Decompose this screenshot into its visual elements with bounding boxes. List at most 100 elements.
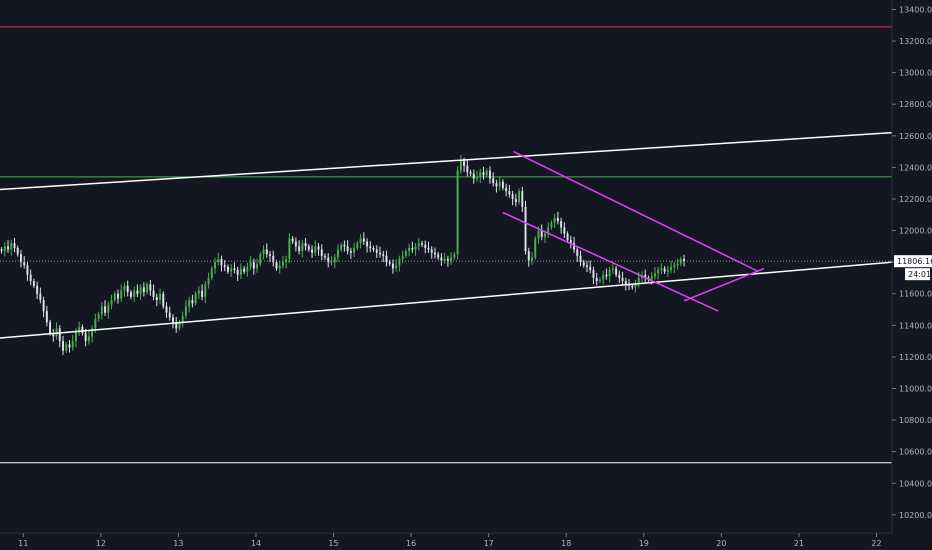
candle-body bbox=[414, 246, 417, 250]
candle-body bbox=[74, 331, 77, 342]
trend-line-channel-upper bbox=[0, 131, 893, 191]
price-axis[interactable]: 13400.00 13200.00 13000.00 12800.00 12600.00… bbox=[891, 0, 932, 533]
candle-body bbox=[663, 268, 666, 272]
time-tick-label: 11 bbox=[18, 539, 28, 548]
candle-body bbox=[608, 270, 611, 277]
candle-body bbox=[524, 206, 527, 252]
candle-body bbox=[29, 274, 32, 282]
candle-body bbox=[573, 243, 576, 250]
candle-body bbox=[602, 274, 605, 280]
candle-body bbox=[220, 258, 223, 266]
candle-body bbox=[453, 254, 456, 258]
candle-body bbox=[262, 249, 265, 255]
candle-body bbox=[666, 270, 669, 272]
time-tick-label: 16 bbox=[406, 539, 416, 548]
price-tick-label: 13400.00 bbox=[899, 5, 932, 14]
candle-body bbox=[214, 262, 216, 269]
candle-body bbox=[634, 284, 637, 288]
candle-body bbox=[65, 344, 68, 351]
candle-body bbox=[430, 249, 433, 253]
candle-body bbox=[197, 290, 200, 294]
candle-body bbox=[191, 300, 194, 304]
candle-body bbox=[624, 281, 627, 285]
time-tick-label: 15 bbox=[328, 539, 338, 548]
candle-body bbox=[560, 221, 563, 228]
candle-body bbox=[391, 263, 394, 269]
candle-body bbox=[336, 249, 339, 258]
candle-body bbox=[207, 277, 210, 285]
candle-body bbox=[340, 244, 343, 250]
candle-body bbox=[443, 258, 446, 261]
candle-body bbox=[165, 306, 168, 313]
candle-body bbox=[162, 293, 165, 307]
candle-body bbox=[521, 191, 524, 207]
candle-body bbox=[488, 170, 491, 179]
candle-body bbox=[576, 249, 579, 256]
candle-body bbox=[301, 243, 304, 252]
candle-body bbox=[362, 238, 365, 242]
candle-body bbox=[366, 241, 369, 247]
candle-body bbox=[68, 344, 71, 348]
candle-body bbox=[304, 243, 307, 247]
candle-body bbox=[311, 249, 314, 253]
price-tick-label: 11200.00 bbox=[899, 353, 932, 362]
candle-body bbox=[307, 246, 310, 250]
candle-body bbox=[0, 249, 3, 252]
candle-body bbox=[346, 246, 349, 252]
candle-body bbox=[7, 246, 9, 250]
last-price-box bbox=[894, 255, 932, 268]
candle-body bbox=[479, 172, 482, 177]
candle-body bbox=[117, 293, 119, 299]
candle-body bbox=[278, 265, 281, 269]
candle-body bbox=[349, 251, 352, 253]
candle-body bbox=[356, 243, 359, 248]
trend-line-channel-lower bbox=[0, 261, 893, 339]
candle-body bbox=[178, 322, 181, 329]
candle-body bbox=[139, 287, 142, 294]
trend-line-wedge-top bbox=[513, 150, 759, 273]
candle-body bbox=[550, 222, 553, 228]
candle-body bbox=[104, 306, 107, 313]
candle-body bbox=[511, 194, 514, 199]
candle-body bbox=[466, 165, 469, 173]
candle-body bbox=[285, 258, 288, 263]
candle-body bbox=[298, 246, 301, 252]
candle-body bbox=[427, 247, 430, 250]
candle-body bbox=[281, 262, 284, 266]
candle-body bbox=[508, 191, 511, 195]
candle-body bbox=[408, 247, 411, 252]
candle-body bbox=[417, 243, 420, 247]
candle-body bbox=[100, 306, 103, 315]
candle-body bbox=[382, 254, 385, 256]
candle-body bbox=[615, 268, 618, 275]
candle-body bbox=[579, 255, 582, 263]
candle-body bbox=[265, 249, 268, 255]
candle-body bbox=[246, 266, 249, 272]
candle-body bbox=[84, 333, 87, 342]
candle-body bbox=[291, 238, 294, 242]
price-tick-label: 12400.00 bbox=[899, 163, 932, 172]
candle-body bbox=[369, 246, 372, 248]
candle-body bbox=[23, 262, 26, 266]
candle-body bbox=[236, 270, 239, 275]
time-axis[interactable]: 11 12 13 14 15 16 17 18 19 20 21 22 bbox=[0, 532, 892, 548]
candle-body bbox=[210, 268, 213, 278]
time-tick-label: 20 bbox=[716, 539, 726, 548]
trend-line-cross-line bbox=[683, 267, 765, 302]
candle-body bbox=[168, 312, 171, 318]
candle-body bbox=[330, 262, 333, 264]
candle-body bbox=[62, 341, 64, 351]
candle-body bbox=[81, 326, 84, 334]
candle-body bbox=[49, 322, 52, 334]
candle-body bbox=[653, 273, 656, 277]
time-tick-label: 14 bbox=[251, 539, 261, 548]
price-tick-label: 11600.00 bbox=[899, 290, 932, 299]
last-price-tag: 11806.16 24:01 bbox=[894, 255, 932, 281]
candle-body bbox=[582, 262, 585, 266]
candle-body bbox=[272, 255, 275, 263]
candle-body bbox=[58, 328, 61, 342]
time-tick-label: 13 bbox=[173, 539, 183, 548]
candle-body bbox=[317, 246, 320, 250]
candle-body bbox=[78, 326, 81, 332]
